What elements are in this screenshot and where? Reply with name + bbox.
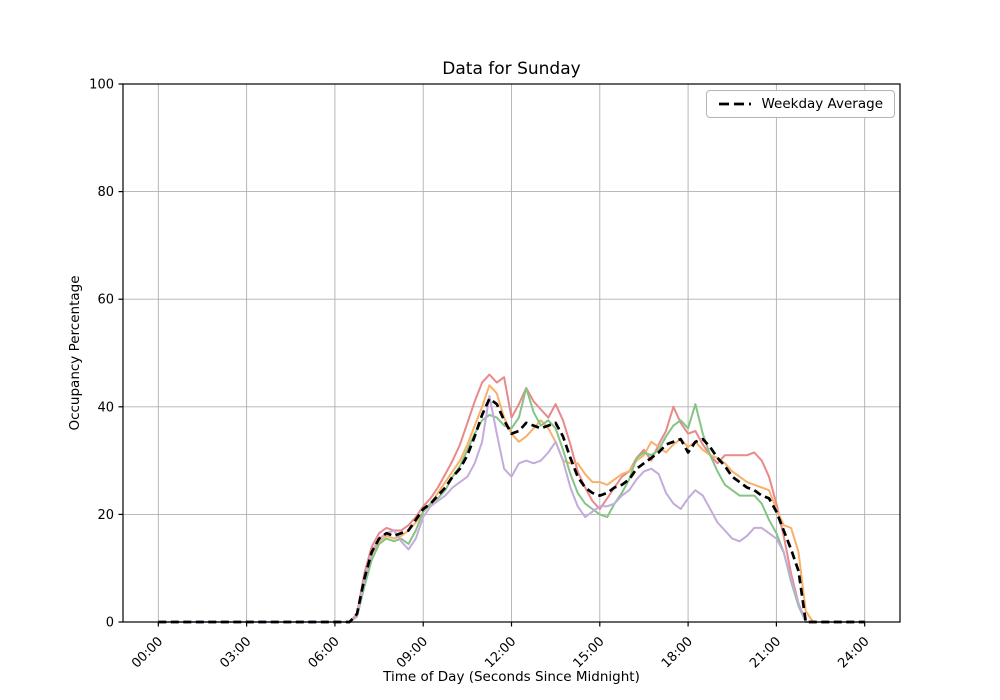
y-tick-label: 80	[97, 185, 114, 200]
x-tick-label: 03:00	[217, 634, 254, 671]
x-tick-label: 09:00	[394, 634, 431, 671]
y-tick-label: 20	[97, 508, 114, 523]
x-axis-label: Time of Day (Seconds Since Midnight)	[383, 669, 640, 685]
x-tick-label: 24:00	[835, 634, 872, 671]
x-tick-label: 15:00	[571, 634, 608, 671]
y-axis-label: Occupancy Percentage	[67, 275, 83, 431]
chart-title: Data for Sunday	[442, 59, 581, 79]
x-tick-label: 12:00	[482, 634, 519, 671]
y-tick-label: 0	[106, 616, 114, 631]
y-tick-label: 60	[97, 293, 114, 308]
legend-dashed-line-sample	[719, 102, 752, 106]
x-tick-label: 18:00	[659, 634, 696, 671]
x-tick-label: 21:00	[747, 634, 784, 671]
y-tick-label: 40	[97, 400, 114, 415]
legend: Weekday Average	[706, 90, 895, 118]
legend-label: Weekday Average	[761, 96, 883, 112]
x-tick-label: 06:00	[306, 634, 343, 671]
x-tick-label: 00:00	[129, 634, 166, 671]
y-tick-label: 100	[89, 78, 114, 93]
